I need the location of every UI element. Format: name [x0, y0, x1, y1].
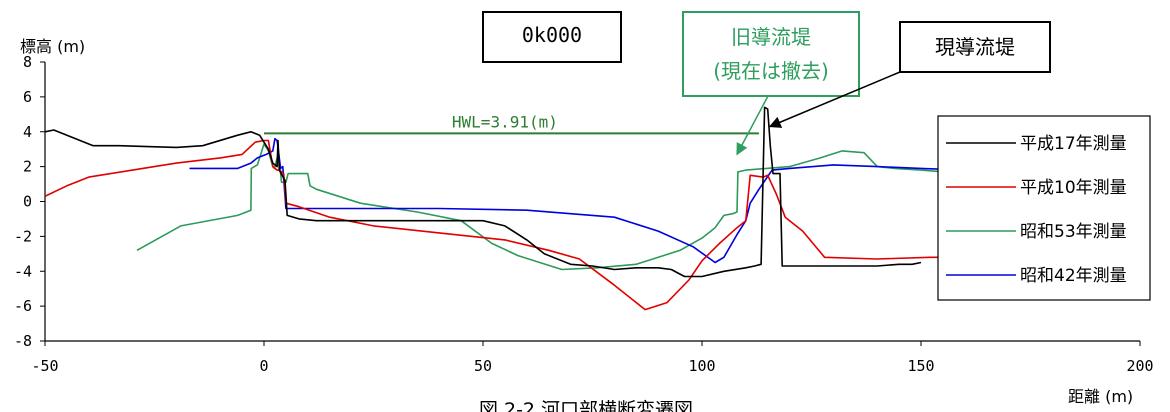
series-line-0: [45, 106, 922, 278]
series-line-2: [136, 143, 965, 271]
section-label: 0k000: [522, 23, 582, 47]
y-tick-label: -2: [14, 227, 32, 245]
old-breakwater-callout-line1: 旧導流堤: [731, 25, 811, 49]
legend-label-heisei10: 平成10年測量: [1020, 178, 1127, 198]
series-layer: [45, 106, 965, 311]
y-tick-label: 0: [23, 193, 32, 211]
y-tick-label: 6: [23, 88, 32, 106]
legend-label-heisei17: 平成17年測量: [1020, 134, 1127, 154]
section-label-box: [482, 11, 622, 63]
old-breakwater-callout-line2: (現在は撤去): [713, 59, 829, 83]
series-line-1: [45, 139, 965, 311]
current-breakwater-callout-box: [899, 21, 1051, 73]
old-breakwater-arrow: [736, 95, 769, 156]
hwl-layer: HWL=3.91(m): [264, 112, 759, 135]
hwl-label: HWL=3.91(m): [452, 112, 558, 131]
x-tick-label: 200: [1126, 357, 1153, 375]
x-axis-label: 距離 (m): [1068, 387, 1133, 406]
legend-label-showa42: 昭和42年測量: [1020, 266, 1127, 286]
y-axis-label: 標高 (m): [20, 37, 85, 56]
y-tick-label: 4: [23, 123, 32, 141]
y-tick-label: 8: [23, 53, 32, 71]
y-tick-label: -4: [14, 262, 32, 280]
x-tick-label: 150: [907, 357, 934, 375]
x-tick-label: -50: [31, 357, 58, 375]
legend: 平成17年測量 平成10年測量 昭和53年測量 昭和42年測量: [937, 115, 1151, 301]
x-tick-label: 0: [259, 357, 268, 375]
y-tick-label: 2: [23, 158, 32, 176]
series-line-3: [189, 137, 965, 264]
legend-box: [937, 115, 1151, 301]
current-breakwater-arrow: [768, 71, 901, 128]
y-tick-label: -6: [14, 297, 32, 315]
axes: -8 -6 -4 -2 0 2 4 6 8 -50 0 50 100 150 200: [14, 53, 1154, 375]
legend-label-showa53: 昭和53年測量: [1020, 222, 1127, 242]
x-tick-label: 100: [688, 357, 715, 375]
figure-caption: 図 2-2 河口部横断変遷図: [479, 399, 693, 412]
y-tick-label: -8: [14, 332, 32, 350]
x-tick-label: 50: [474, 357, 492, 375]
old-breakwater-callout-box: [682, 11, 860, 97]
current-breakwater-callout-label: 現導流堤: [935, 35, 1015, 59]
